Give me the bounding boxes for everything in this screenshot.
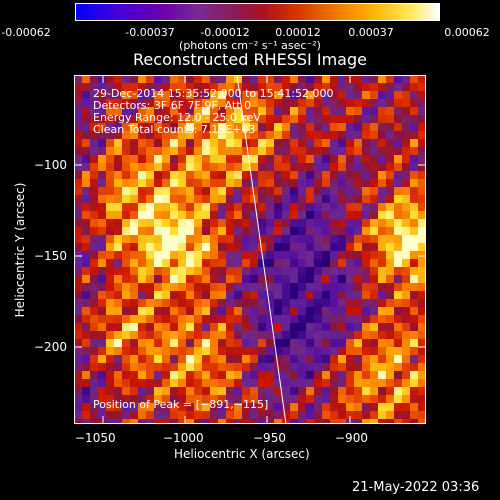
plot-title: Reconstructed RHESSI Image: [133, 50, 367, 69]
annotation-time: 29-Dec-2014 15:35:52.000 to 15:41:52.000: [93, 87, 334, 100]
colorbar-tick: 0.00012: [275, 26, 321, 39]
colorbar-units: (photons cm⁻² s⁻¹ asec⁻²): [179, 39, 321, 52]
timestamp: 21-May-2022 03:36: [352, 480, 480, 495]
y-tick-label: −200: [34, 340, 67, 354]
annotation-energy: Energy Range: 12.0 - 25.0 keV: [93, 111, 261, 124]
x-axis-label: Heliocentric X (arcsec): [174, 447, 310, 461]
x-tick-label: −900: [335, 431, 368, 445]
x-tick-label: −950: [253, 431, 286, 445]
annotation-detectors: Detectors: 3F 6F 7F 9F, Att 0: [93, 99, 252, 112]
y-tick-label: −150: [34, 249, 67, 263]
plot-frame: [74, 75, 426, 424]
x-tick-label: −1050: [75, 431, 116, 445]
colorbar-tick: -0.00012: [200, 26, 250, 39]
heatmap-image: [74, 75, 426, 424]
colorbar-tick: -0.00062: [1, 26, 51, 39]
colorbar-tick: 0.00062: [444, 26, 490, 39]
annotation-clean: Clean Total counts: 7.13E+03: [93, 123, 256, 136]
y-tick-label: −100: [34, 158, 67, 172]
axis-ticks: [74, 75, 426, 424]
y-axis-label: Heliocentric Y (arcsec): [13, 182, 27, 318]
colorbar: [75, 3, 440, 21]
colorbar-tick: -0.00037: [125, 26, 175, 39]
peak-position-label: Position of Peak = [−891,−115]: [93, 398, 269, 411]
solar-limb-line: [236, 75, 287, 424]
colorbar-tick: 0.00037: [348, 26, 394, 39]
x-tick-label: −1000: [163, 431, 204, 445]
